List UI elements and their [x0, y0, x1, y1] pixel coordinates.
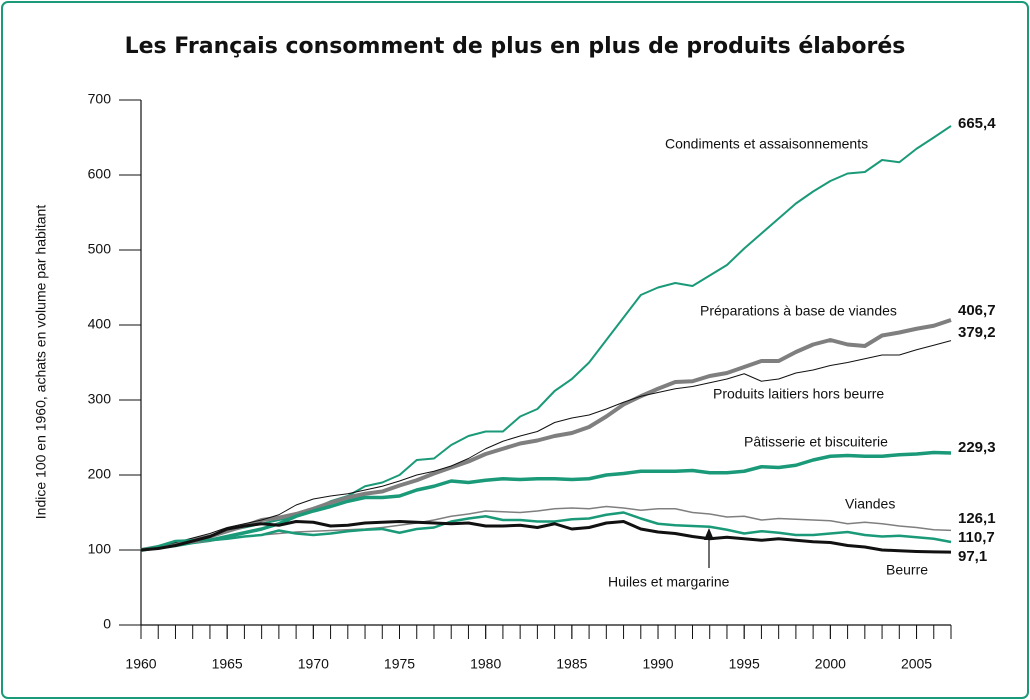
y-tick-label: 500	[88, 241, 112, 257]
x-tick-label: 2000	[815, 656, 846, 672]
y-tick-label: 200	[88, 466, 112, 482]
end-value-label: 110,7	[958, 529, 995, 546]
x-tick-label: 1990	[642, 656, 673, 672]
series-line	[140, 511, 952, 552]
y-tick-label: 300	[88, 391, 112, 407]
y-tick-label: 0	[103, 616, 111, 632]
series-label: Beurre	[886, 562, 928, 578]
x-tick-label: 1960	[125, 656, 156, 672]
series-label: Condiments et assaisonnements	[665, 136, 868, 152]
series-label: Préparations à base de viandes	[700, 303, 897, 319]
chart-title: Les Français consomment de plus en plus …	[125, 34, 906, 59]
end-value-label: 229,3	[958, 439, 996, 456]
series-line	[140, 520, 952, 554]
series-label: Huiles et margarine	[608, 574, 730, 590]
x-tick-label: 1980	[470, 656, 501, 672]
series-line	[140, 125, 952, 551]
series-line	[140, 318, 952, 552]
end-value-label: 379,2	[958, 324, 996, 341]
y-tick-label: 100	[88, 541, 112, 557]
series-label: Produits laitiers hors beurre	[713, 386, 884, 402]
end-value-label: 665,4	[958, 115, 996, 132]
series-line	[140, 340, 952, 551]
series-line	[140, 505, 952, 551]
series-label: Viandes	[845, 496, 895, 512]
y-tick-label: 600	[88, 166, 112, 182]
end-value-label: 97,1	[958, 548, 987, 565]
end-value-label: 126,1	[958, 510, 996, 527]
y-axis-label: Indice 100 en 1960, achats en volume par…	[33, 205, 49, 520]
x-tick-label: 1965	[212, 656, 243, 672]
x-tick-label: 1970	[298, 656, 329, 672]
x-tick-label: 1975	[384, 656, 415, 672]
x-tick-label: 1985	[556, 656, 587, 672]
series-label: Pâtisserie et biscuiterie	[744, 434, 888, 450]
x-tick-label: 1995	[729, 656, 760, 672]
end-value-label: 406,7	[958, 302, 996, 319]
y-tick-label: 700	[88, 91, 112, 107]
x-tick-label: 2005	[901, 656, 932, 672]
y-tick-label: 400	[88, 316, 112, 332]
